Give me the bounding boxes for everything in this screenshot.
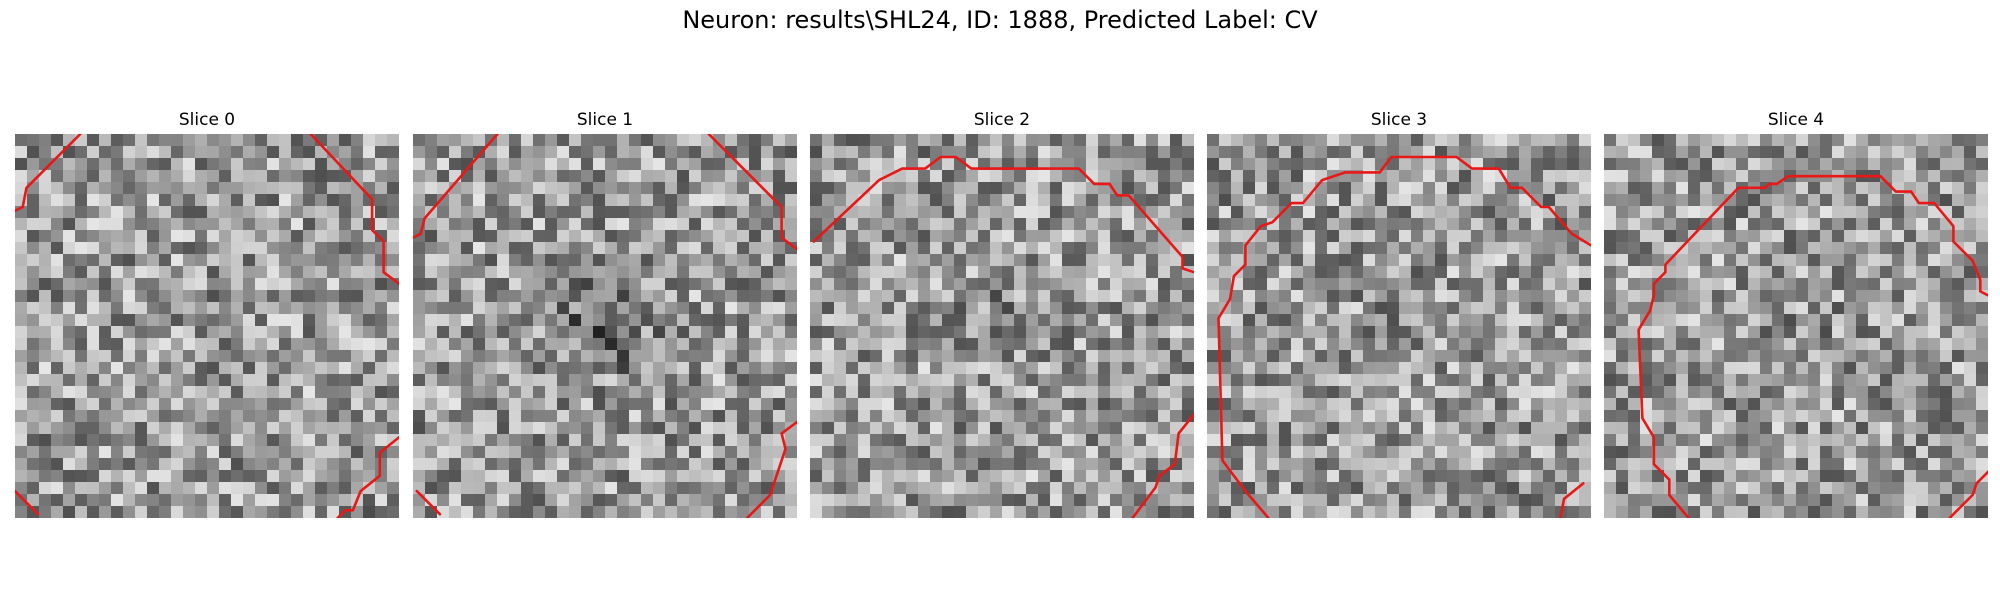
slice-image	[413, 134, 797, 518]
pixel-grid	[1604, 134, 1988, 518]
slice-canvas	[1604, 134, 1988, 518]
slice-title: Slice 2	[973, 110, 1031, 130]
contour-line	[336, 436, 399, 518]
contour-line	[15, 489, 40, 516]
contour-line	[413, 134, 499, 239]
slice-panel-0: Slice 0	[15, 108, 399, 518]
contour-line	[1217, 155, 1591, 518]
slice-canvas	[810, 134, 1194, 518]
slice-image	[1207, 134, 1591, 518]
slice-panel-2: Slice 2	[810, 108, 1194, 518]
pixel-grid	[810, 134, 1194, 518]
slice-canvas	[15, 134, 399, 518]
contour-line	[745, 420, 797, 518]
slice-canvas	[413, 134, 797, 518]
contour-line	[1948, 470, 1988, 518]
slice-panel-3: Slice 3	[1207, 108, 1591, 518]
slice-title: Slice 3	[1370, 110, 1428, 130]
slice-canvas	[1207, 134, 1591, 518]
slice-panel-1: Slice 1	[413, 108, 797, 518]
contour-line	[707, 134, 797, 251]
slice-panel-4: Slice 4	[1604, 108, 1988, 518]
pixel-grid	[413, 134, 797, 518]
pixel-grid	[1207, 134, 1591, 518]
slice-image	[810, 134, 1194, 518]
figure-title: Neuron: results\SHL24, ID: 1888, Predict…	[682, 6, 1318, 34]
contour-line	[309, 134, 399, 286]
slice-title: Slice 4	[1767, 110, 1825, 130]
contour-line	[15, 134, 82, 213]
contour-line	[1558, 482, 1585, 518]
pixel-grid	[15, 134, 399, 518]
slice-title: Slice 0	[178, 110, 236, 130]
contour-line	[1131, 412, 1194, 518]
contour-line	[415, 489, 442, 516]
contour-line	[1637, 174, 1988, 518]
contour-line	[812, 155, 1194, 274]
slice-image	[1604, 134, 1988, 518]
slice-image	[15, 134, 399, 518]
slice-title: Slice 1	[576, 110, 634, 130]
